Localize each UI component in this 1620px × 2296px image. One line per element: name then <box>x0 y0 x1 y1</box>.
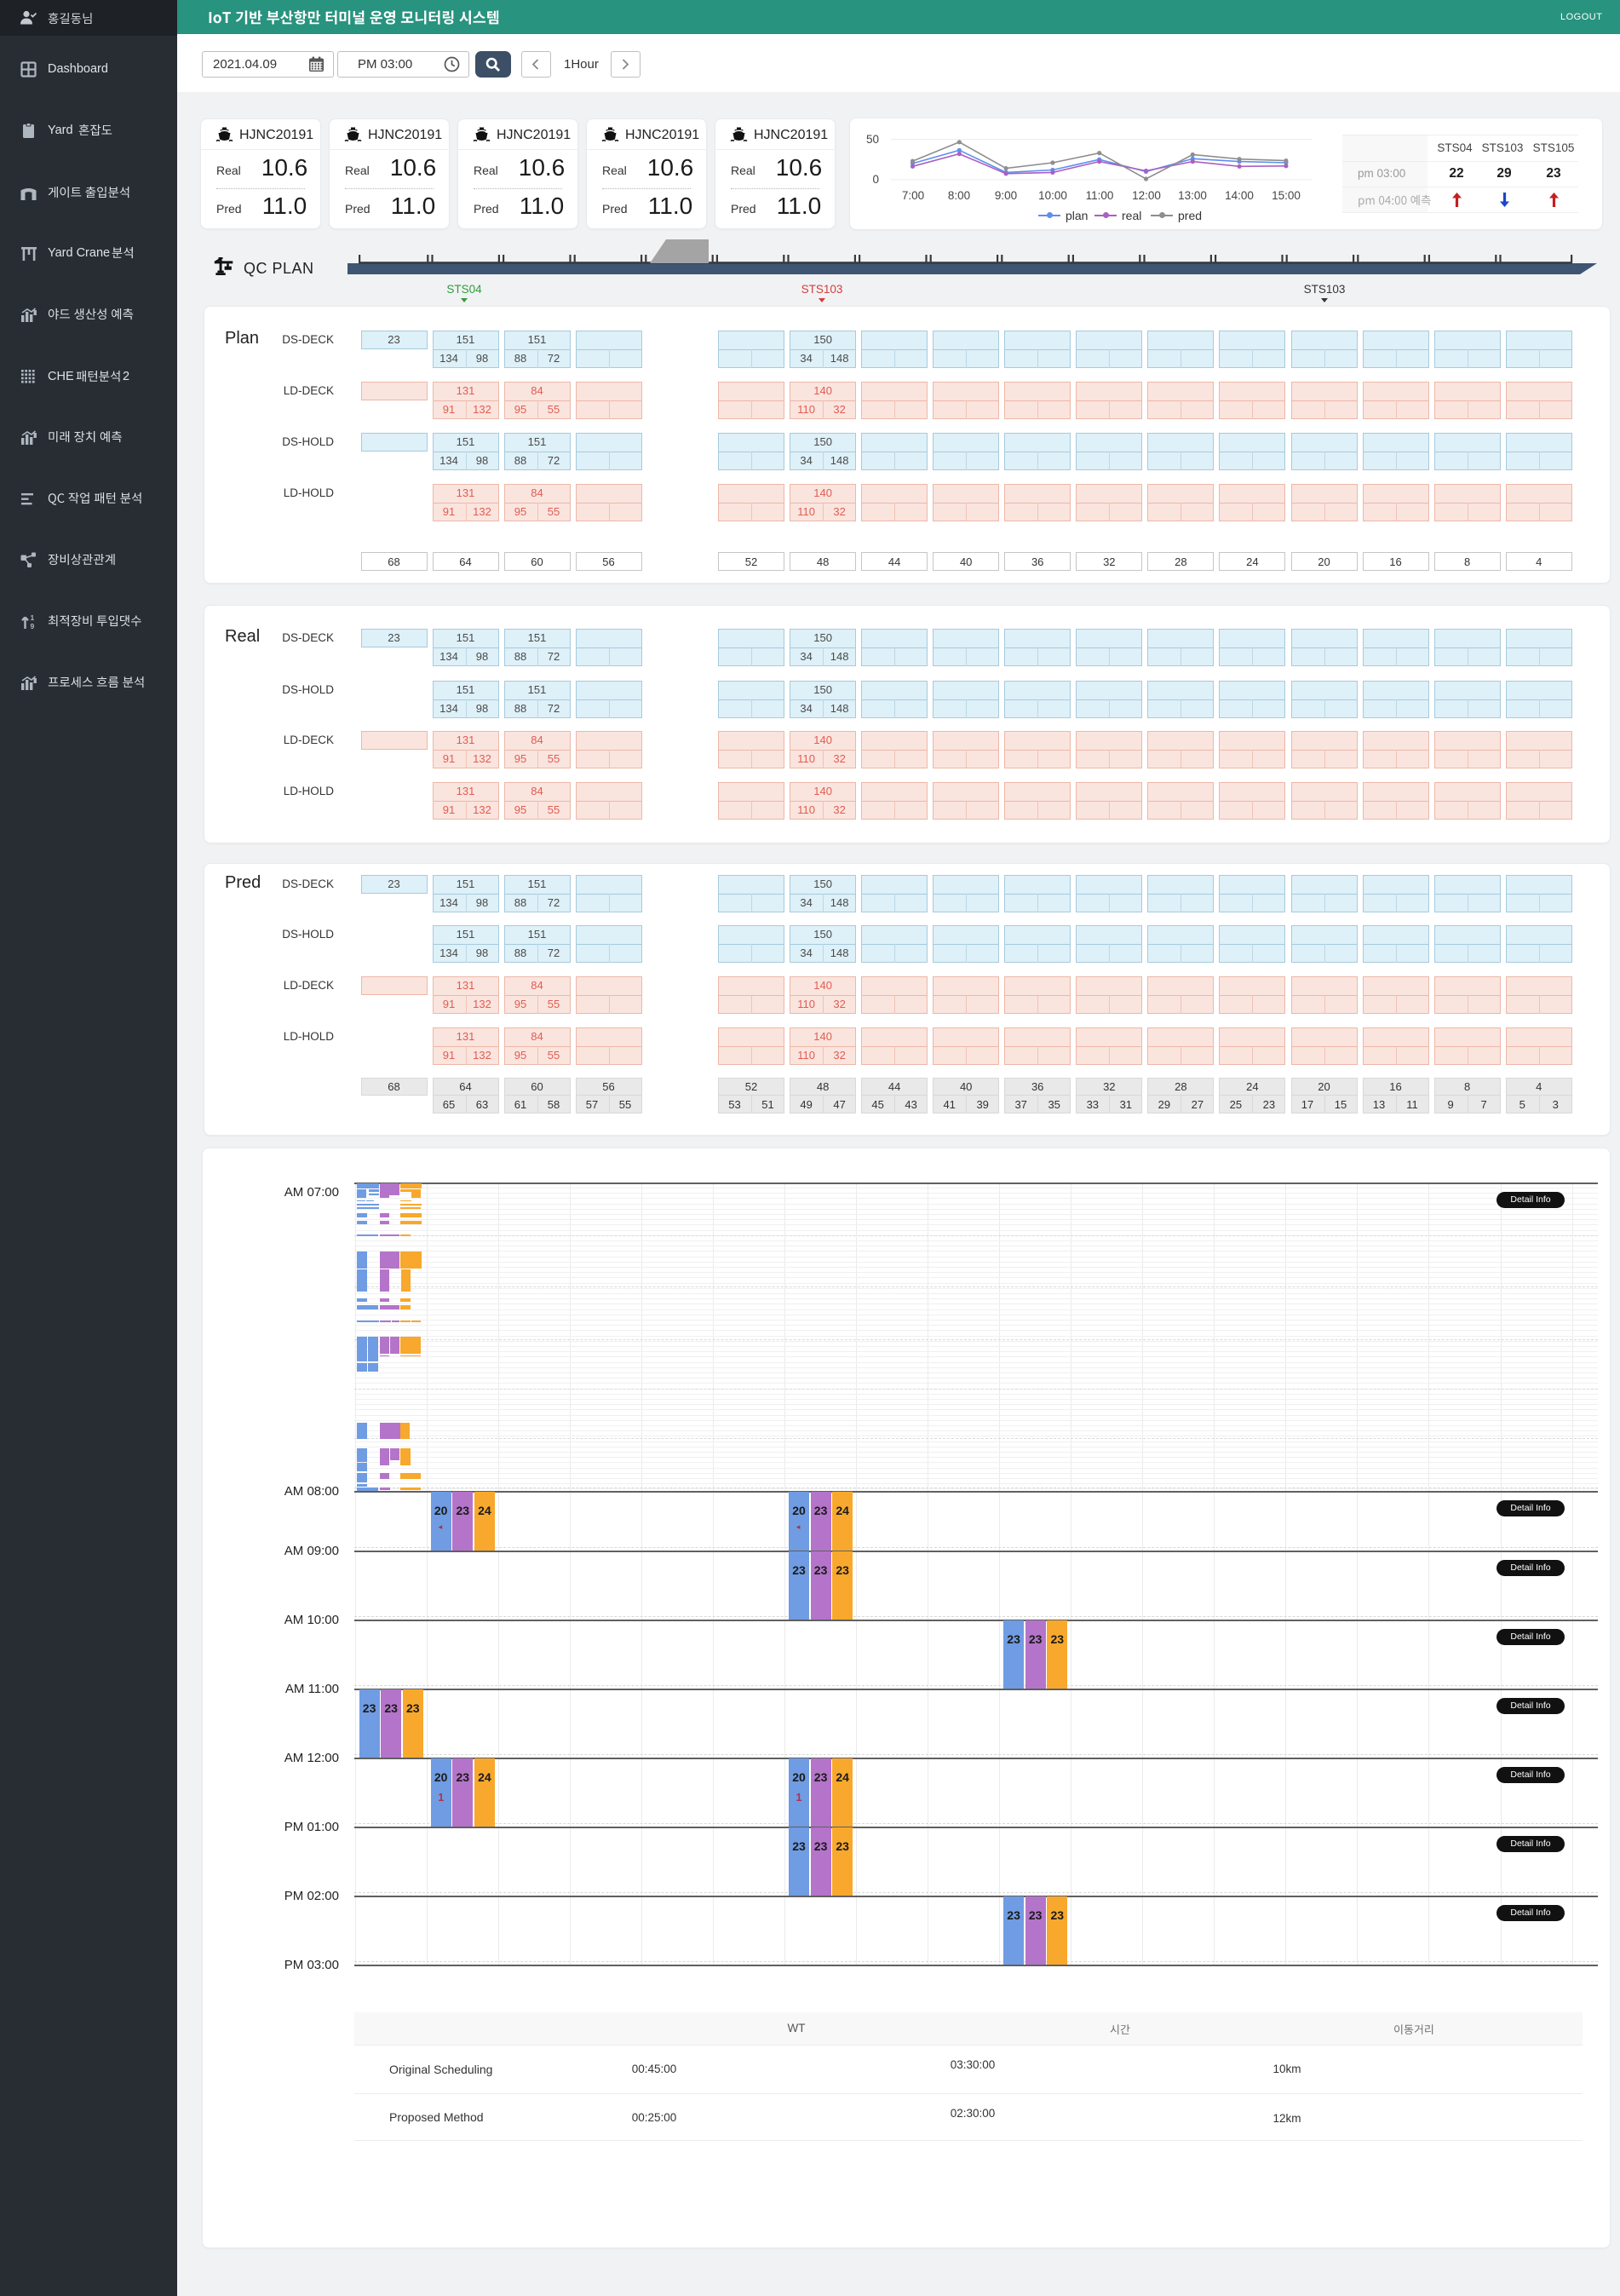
svg-text:9: 9 <box>31 622 35 630</box>
svg-text:1: 1 <box>31 613 35 622</box>
